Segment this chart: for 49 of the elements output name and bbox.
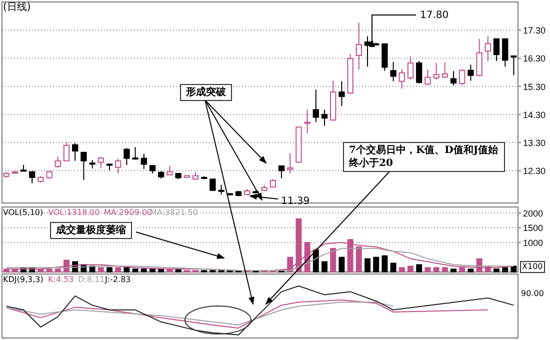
- bar: [322, 261, 328, 272]
- annotation: 成交量极度萎缩: [50, 222, 132, 239]
- annotation: MA:2909.00: [104, 208, 152, 218]
- bar: [510, 266, 517, 272]
- chart-title: (日线): [3, 1, 31, 14]
- line-series: [6, 248, 514, 271]
- bar: [373, 256, 380, 272]
- bar: [150, 268, 156, 272]
- bar: [140, 268, 147, 272]
- text: J:-2.83: [105, 275, 131, 285]
- text: K:4.53: [48, 275, 74, 285]
- y-tick-label: 17.30: [523, 26, 546, 36]
- annotation: 形成突破: [180, 84, 232, 101]
- bar: [468, 268, 474, 272]
- annotation: VOL:1318.00: [48, 208, 100, 218]
- bar: [132, 268, 138, 272]
- bar: [330, 248, 336, 272]
- bar: [106, 267, 112, 272]
- bar: [450, 268, 456, 272]
- y-tick-label: 14.30: [523, 110, 546, 120]
- bar: [338, 256, 345, 272]
- annotation: 17.80: [420, 9, 449, 22]
- bar: [398, 267, 405, 272]
- annotation: VOL(5,10): [3, 208, 44, 218]
- bar: [158, 268, 164, 272]
- annotation: 11.39: [281, 195, 310, 208]
- y-tick-label: 16.30: [523, 54, 546, 64]
- text: 90.00: [521, 289, 544, 299]
- bar: [124, 267, 130, 272]
- bar: [502, 267, 508, 272]
- y-tick-label: 1500: [523, 223, 544, 234]
- annotation: 7个交易日中，K值、D值和J值始终小于20: [343, 142, 505, 172]
- text: KDJ(9,3,3): [3, 275, 44, 285]
- bar: [424, 267, 431, 272]
- bar: [382, 255, 388, 272]
- bar: [364, 258, 370, 272]
- y-tick-label: 13.30: [523, 138, 546, 148]
- bar: [416, 264, 422, 272]
- annotation: MA:3821.50: [150, 208, 198, 218]
- y-tick-label: 1000: [523, 238, 544, 248]
- bar: [494, 268, 500, 272]
- bar: [390, 262, 396, 272]
- y-tick-label: 12.30: [523, 166, 546, 176]
- bar: [408, 266, 414, 272]
- bar: [433, 267, 440, 272]
- y-tick-label: 2000: [523, 208, 544, 218]
- text: X100: [520, 261, 545, 273]
- y-tick-label: 15.30: [523, 82, 546, 92]
- text: D:8.11: [78, 275, 105, 285]
